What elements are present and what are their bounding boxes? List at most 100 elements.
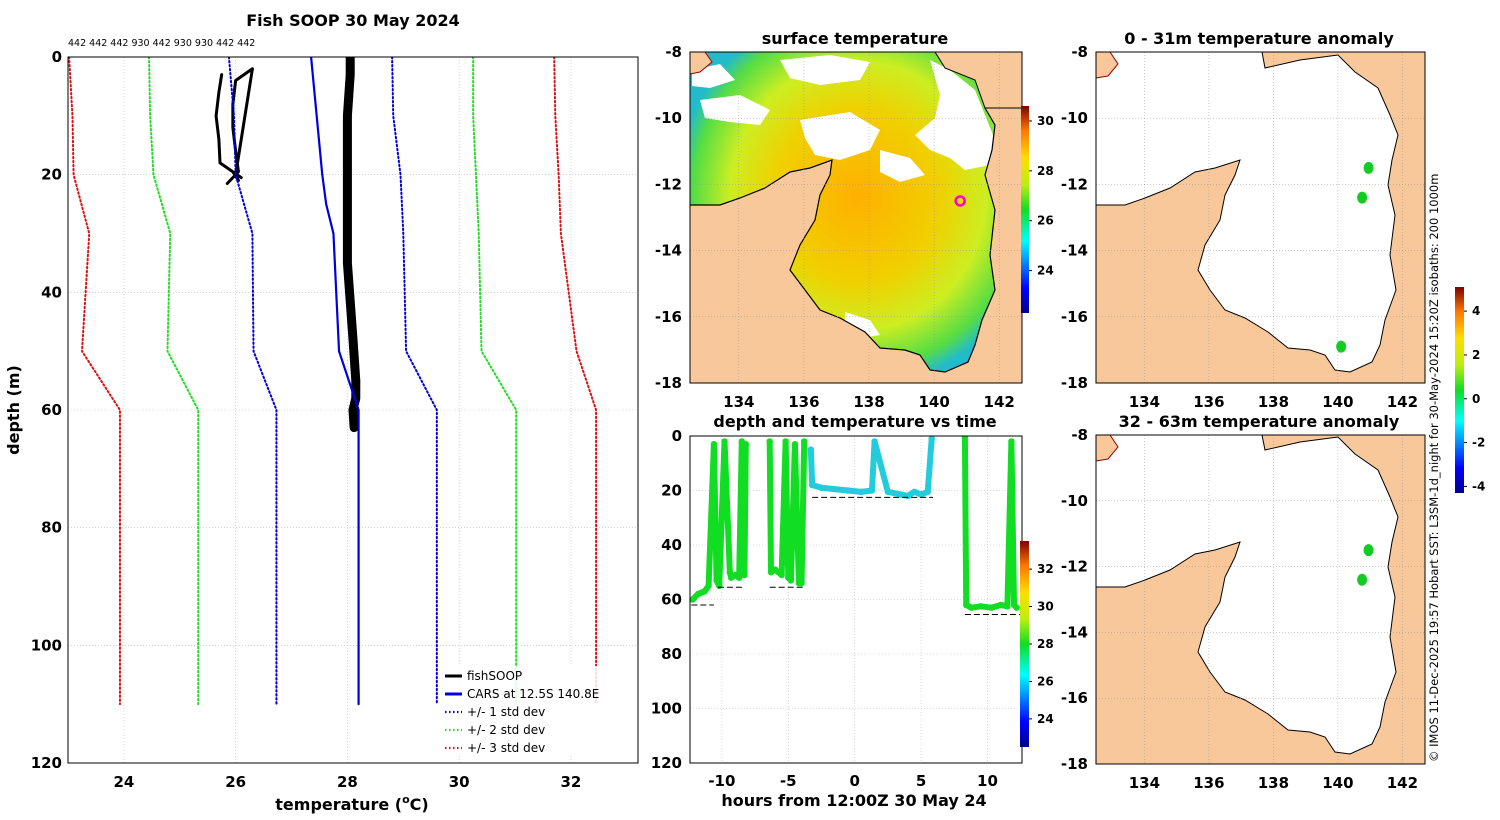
depth-point [721, 438, 728, 445]
x-tick-label: -5 [780, 772, 797, 790]
depth-point [690, 596, 696, 603]
depth-point [871, 438, 878, 445]
depth-point [741, 571, 748, 579]
anomaly-blob [1363, 161, 1374, 174]
profile-panel: Fish SOOP 30 May 2024 442 442 442 930 44… [4, 11, 639, 814]
depth-point [735, 574, 743, 581]
depthtime-xlabel: hours from 12:00Z 30 May 24 [721, 791, 986, 810]
y-tick-label: 120 [651, 754, 682, 772]
anomaly2-map [1096, 435, 1425, 764]
y-tick-label: 20 [661, 482, 682, 500]
anomaly-colorbar-ticks: -4 -2 0 2 4 [1464, 304, 1485, 493]
sst-map [690, 52, 1022, 383]
depth-point [713, 577, 720, 584]
y-tick-label: 40 [41, 283, 62, 301]
lon-tick-label: 142 [1387, 393, 1418, 411]
depth-point [726, 569, 734, 576]
lat-tick-label: -16 [1061, 308, 1088, 326]
sst-land-northwest [690, 52, 713, 75]
depth-point [716, 582, 723, 590]
profile-xlabel: temperature (oC) [275, 793, 428, 814]
x-tick-label: 28 [337, 773, 358, 791]
x-tick-label: 0 [849, 772, 859, 790]
series-line [472, 57, 518, 706]
x-tick-label: 32 [561, 773, 582, 791]
lon-tick-label: 134 [723, 393, 754, 411]
colorbar-tick-label: 24 [1037, 712, 1054, 726]
y-tick-label: 120 [31, 754, 62, 772]
lat-tick-label: -18 [655, 374, 682, 392]
colorbar-tick-label: 30 [1037, 600, 1054, 614]
anomaly-colorbar [1455, 287, 1464, 493]
legend-label: fishSOOP [467, 669, 522, 683]
depth-point [798, 579, 805, 587]
lon-tick-label: 136 [1193, 393, 1224, 411]
anomaly-blob [1363, 544, 1374, 557]
colorbar-tick-label: -4 [1472, 479, 1485, 493]
sst-cloud [700, 95, 770, 125]
profile-legend: fishSOOP CARS at 12.5S 140.8E +/- 1 std de… [438, 666, 608, 756]
depth-point [782, 438, 789, 445]
depth-point [977, 603, 985, 610]
anomaly1-map [1096, 52, 1425, 383]
y-tick-label: 80 [41, 519, 62, 537]
anomaly1-panel: 0 - 31m temperature anomaly 134 136 138 140… [1061, 29, 1426, 411]
lon-tick-label: 142 [1387, 774, 1418, 792]
lat-tick-label: -10 [1061, 492, 1088, 510]
depth-point [791, 440, 799, 448]
profile-title: Fish SOOP 30 May 2024 [246, 11, 460, 30]
depth-point [705, 582, 712, 590]
sst-cloud [915, 60, 995, 170]
sst-ticks: 134 136 138 140 142 -8 -10 -12 -14 -16 -18 [655, 43, 1015, 411]
series-line [391, 57, 438, 706]
lon-tick-label: 138 [1258, 393, 1289, 411]
lat-tick-label: -16 [1061, 689, 1088, 707]
depth-point [924, 488, 931, 496]
anomaly1-axes-box [1095, 51, 1426, 384]
anomaly2-water [1096, 435, 1399, 755]
sst-coastline [690, 107, 996, 373]
anomaly2-title: 32 - 63m temperature anomaly [1119, 412, 1400, 431]
colorbar-tick-label: 24 [1037, 264, 1054, 278]
lat-tick-label: -10 [1061, 109, 1088, 127]
anomaly1-water [1096, 52, 1399, 373]
depth-point [766, 438, 773, 445]
colorbar-tick-label: -2 [1472, 436, 1485, 450]
series-line [68, 57, 121, 706]
depth-point [961, 436, 969, 440]
profile-top-annotation: 442 442 442 930 442 930 930 442 442 [68, 38, 255, 49]
depthtime-colorbar [1020, 541, 1029, 747]
x-tick-label: 30 [449, 773, 470, 791]
lat-tick-label: -8 [665, 43, 682, 61]
depth-point [928, 436, 935, 442]
legend-label: +/- 2 std dev [467, 723, 545, 737]
x-tick-label: 24 [113, 773, 134, 791]
anomaly2-ticks: 134 136 138 140 142 -8 -10 -12 -14 -16 -18 [1061, 426, 1418, 792]
y-tick-label: 0 [52, 48, 62, 66]
depth-point [742, 440, 749, 448]
depth-trace [766, 438, 808, 587]
profile-lines [68, 57, 598, 706]
sst-panel: surface temperature 134 136 138 140 142 -8 -10… [655, 29, 1054, 411]
depth-point [818, 484, 825, 491]
depth-point [778, 571, 785, 579]
y-tick-label: 60 [661, 591, 682, 609]
lat-tick-label: -18 [1061, 755, 1088, 773]
colorbar-tick-label: 4 [1472, 304, 1480, 318]
depth-point [911, 488, 918, 496]
x-tick-label: -10 [708, 772, 735, 790]
depth-point [997, 601, 1004, 609]
lon-tick-label: 136 [788, 393, 819, 411]
colorbar-tick-label: 28 [1037, 637, 1054, 651]
lon-tick-label: 142 [984, 393, 1015, 411]
sst-cloud [800, 112, 880, 160]
depth-point [963, 601, 970, 609]
lat-tick-label: -14 [655, 242, 682, 260]
lat-tick-label: -12 [1061, 175, 1088, 193]
depth-point [807, 446, 815, 453]
legend-label: CARS at 12.5S 140.8E [467, 687, 599, 701]
depth-point [988, 604, 995, 611]
depth-point [831, 485, 838, 493]
lat-tick-label: -18 [1061, 374, 1088, 392]
